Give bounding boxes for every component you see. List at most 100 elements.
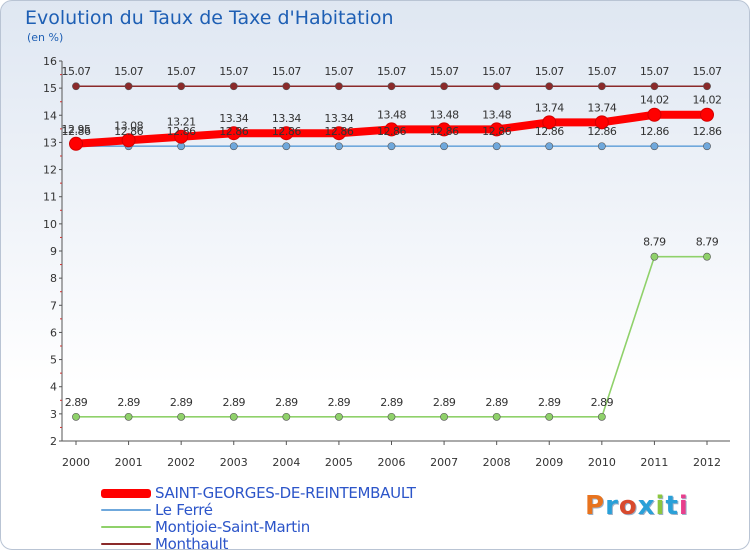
- legend-swatch: [101, 526, 151, 528]
- data-label: 15.07: [324, 65, 353, 78]
- x-tick-label: 2011: [640, 456, 668, 469]
- logo-letter: i: [678, 491, 689, 521]
- series-point: [440, 142, 448, 151]
- data-label: 12.86: [693, 125, 722, 138]
- chart-title: Evolution du Taux de Taxe d'Habitation: [25, 7, 394, 29]
- data-label: 12.86: [640, 125, 669, 138]
- x-tick-label: 2000: [62, 456, 90, 469]
- data-label: 2.89: [117, 396, 140, 409]
- data-label: 15.07: [167, 65, 196, 78]
- series-point: [594, 115, 609, 130]
- data-label: 8.79: [696, 236, 719, 249]
- data-label: 12.86: [324, 125, 353, 138]
- data-label: 13.34: [272, 112, 301, 125]
- data-label: 15.07: [640, 65, 669, 78]
- series-point: [177, 82, 186, 91]
- series-point: [226, 126, 241, 141]
- chart-unit: (en %): [27, 31, 64, 44]
- data-label: 13.74: [587, 101, 616, 114]
- x-tick-label: 2006: [378, 456, 406, 469]
- series-point: [72, 412, 80, 421]
- logo-letter: x: [637, 491, 656, 521]
- data-label: 12.86: [62, 125, 91, 138]
- legend-label: Le Ferré: [155, 501, 213, 519]
- data-label: 15.07: [430, 65, 459, 78]
- data-label: 15.07: [62, 65, 91, 78]
- data-label: 15.07: [535, 65, 564, 78]
- series-point: [387, 142, 396, 151]
- series-point: [72, 82, 80, 91]
- series-point: [384, 122, 399, 137]
- series-point: [335, 142, 343, 151]
- series-point: [124, 82, 133, 91]
- series-point: [229, 412, 238, 421]
- series-point: [545, 82, 554, 91]
- y-tick-label: 4: [50, 381, 57, 394]
- series-point: [650, 142, 659, 151]
- data-label: 8.79: [643, 236, 666, 249]
- data-label: 12.86: [114, 125, 143, 138]
- legend-swatch: [101, 488, 151, 498]
- x-tick-label: 2008: [483, 456, 511, 469]
- series-point: [387, 82, 396, 91]
- series-line: [75, 255, 708, 418]
- x-tick-label: 2010: [588, 456, 616, 469]
- series-point: [703, 252, 711, 261]
- series-point: [279, 126, 294, 141]
- x-tick-label: 2009: [535, 456, 563, 469]
- legend-item: Montjoie-Saint-Martin: [101, 518, 310, 536]
- y-tick-label: 3: [50, 408, 57, 421]
- data-label: 2.89: [485, 396, 508, 409]
- data-label: 12.86: [272, 125, 301, 138]
- data-label: 15.07: [377, 65, 406, 78]
- data-label: 12.86: [377, 125, 406, 138]
- series-point: [440, 82, 448, 91]
- data-label: 12.86: [587, 125, 616, 138]
- data-label: 12.86: [535, 125, 564, 138]
- series-point: [597, 142, 606, 151]
- series-point: [387, 412, 396, 421]
- data-label: 15.07: [587, 65, 616, 78]
- data-label: 2.89: [223, 396, 246, 409]
- y-tick-label: 9: [50, 245, 57, 258]
- series-point: [700, 107, 714, 122]
- x-tick-label: 2007: [430, 456, 458, 469]
- series-point: [545, 142, 554, 151]
- series-point: [282, 412, 291, 421]
- series-point: [597, 412, 606, 421]
- data-label: 13.34: [219, 112, 248, 125]
- series-point: [545, 412, 554, 421]
- data-label: 13.21: [167, 116, 196, 129]
- x-tick-label: 2002: [167, 456, 195, 469]
- legend-label: Monthault: [155, 535, 229, 550]
- series-point: [492, 82, 501, 91]
- proxiti-logo: Proxiti: [585, 491, 689, 521]
- data-label: 14.02: [693, 94, 722, 107]
- series-point: [69, 136, 83, 151]
- data-label: 15.07: [482, 65, 511, 78]
- data-label: 13.34: [324, 112, 353, 125]
- y-tick-label: 5: [50, 354, 57, 367]
- y-tick-label: 8: [50, 272, 57, 285]
- legend-swatch: [101, 543, 151, 545]
- data-label: 2.89: [591, 396, 614, 409]
- data-label: 13.08: [114, 119, 143, 132]
- series-point: [542, 115, 557, 130]
- logo-letter: P: [585, 491, 606, 521]
- series-point: [647, 107, 662, 122]
- data-label: 13.74: [535, 101, 564, 114]
- series-point: [703, 142, 711, 151]
- x-tick-label: 2012: [693, 456, 721, 469]
- series-point: [177, 412, 186, 421]
- data-label: 12.86: [430, 125, 459, 138]
- series-point: [650, 252, 659, 261]
- y-tick-label: 10: [43, 218, 57, 231]
- series-point: [121, 133, 136, 148]
- y-tick-label: 11: [43, 191, 57, 204]
- series-point: [331, 126, 346, 141]
- y-tick-label: 6: [50, 326, 57, 339]
- series-point: [492, 142, 501, 151]
- data-label: 2.89: [275, 396, 298, 409]
